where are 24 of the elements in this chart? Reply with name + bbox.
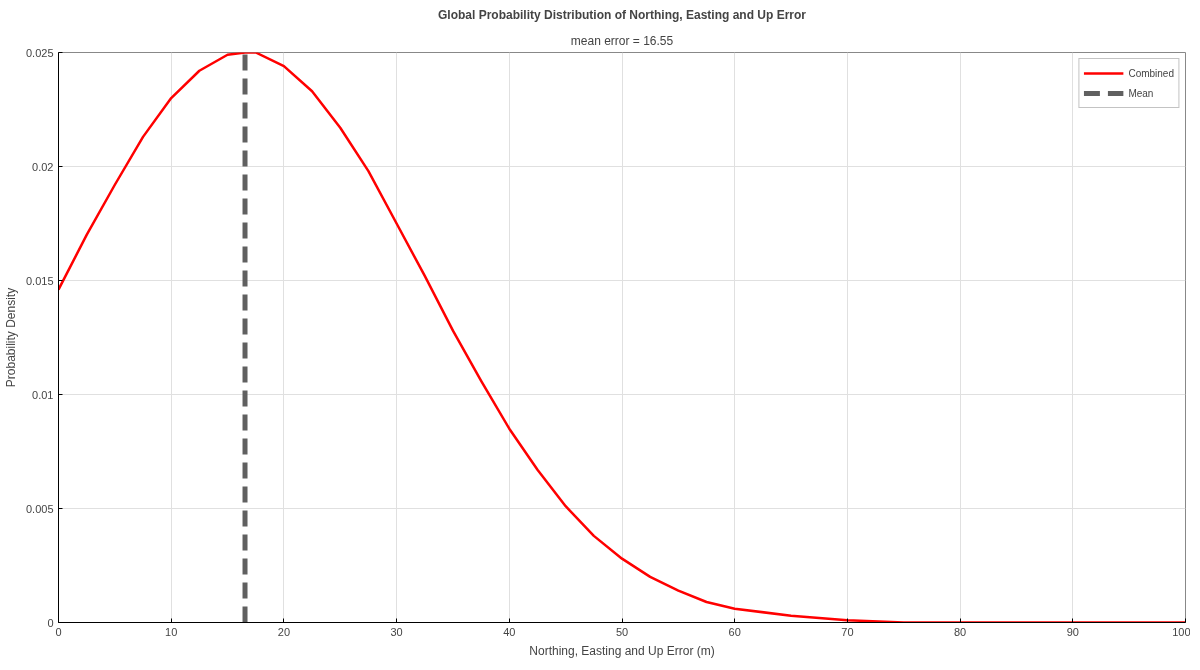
y-tick-label: 0.015 <box>25 274 54 287</box>
line-series <box>58 52 1186 623</box>
y-tick-label: 0.01 <box>32 388 54 401</box>
y-tick-label: 0.025 <box>25 46 54 59</box>
x-tick-label: 40 <box>503 625 516 638</box>
y-tick-label: 0.02 <box>32 160 54 173</box>
y-tick-label: 0 <box>47 616 54 629</box>
y-tick-label: 0.005 <box>25 502 54 515</box>
chart-title: Global Probability Distribution of Northing, Easting and Up Error <box>438 7 807 22</box>
x-tick-label: 80 <box>953 625 967 638</box>
x-tick-label: 90 <box>1066 625 1079 638</box>
ref-line-label: Mean <box>1128 87 1154 99</box>
legend-label: Combined <box>1128 67 1174 79</box>
x-tick-label: 20 <box>277 625 291 638</box>
x-tick-label: 60 <box>728 625 741 638</box>
x-tick-label: 10 <box>165 625 178 638</box>
chart-subtitle: mean error = 16.55 <box>570 33 674 48</box>
x-axis-title: Northing, Easting and Up Error (m) <box>529 643 715 658</box>
x-tick-label: 100 <box>1172 625 1191 638</box>
x-tick-label: 30 <box>390 625 403 638</box>
y-axis-title: Probability Density <box>3 287 18 388</box>
x-tick-label: 50 <box>615 625 629 638</box>
x-tick-label: 0 <box>55 625 62 638</box>
x-tick-label: 70 <box>841 625 854 638</box>
